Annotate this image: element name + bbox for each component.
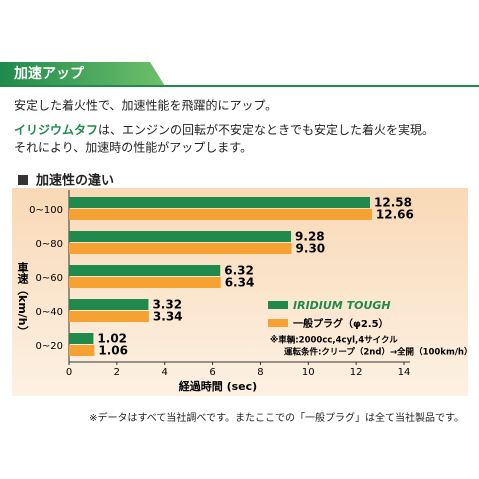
value-label: 9.28 [295, 230, 325, 244]
x-tick-label: 0 [66, 367, 72, 378]
bar [69, 243, 292, 254]
bar [69, 345, 95, 356]
value-label: 3.32 [152, 298, 182, 312]
x-axis-label: 経過時間 (sec) [179, 379, 257, 393]
bar [69, 231, 292, 242]
bar [69, 333, 94, 344]
x-tick-label: 12 [350, 367, 363, 378]
value-label: 12.58 [374, 196, 412, 210]
value-label: 3.34 [153, 310, 183, 324]
bar [69, 299, 149, 310]
value-label: 6.34 [225, 276, 255, 290]
bar [69, 197, 371, 208]
bar [69, 265, 221, 276]
chart-note: ※車輌:2000cc,4cyl,4サイクル [270, 335, 398, 346]
x-tick-label: 14 [398, 367, 411, 378]
y-tick-label: 0~100 [29, 205, 63, 216]
lead: 安定した着火性で、加速性能を飛躍的にアップ。 [14, 98, 277, 113]
value-label: 12.66 [376, 208, 414, 222]
value-label: 6.32 [224, 264, 254, 278]
header-title: 加速アップ [13, 65, 85, 82]
value-label: 1.06 [98, 344, 128, 358]
footnote: ※データはすべて当社調べです。またここでの「一般プラグ」は全て当社製品です。 [89, 411, 464, 424]
section-title: 加速性の違い [35, 173, 114, 189]
bar [69, 311, 149, 322]
chart-note: 運転条件:クリープ（2nd）→全開（100km/h） [284, 347, 472, 358]
header-band [0, 62, 165, 86]
y-tick-label: 0~60 [36, 273, 63, 284]
value-label: 1.02 [97, 332, 127, 346]
bar [69, 277, 221, 288]
x-tick-label: 6 [209, 367, 215, 378]
intro-line: イリジウムタフは、エンジンの回転が不安定なときでも安定した着火を実現。 [14, 122, 434, 137]
legend-swatch [268, 301, 288, 309]
value-label: 9.30 [296, 242, 326, 256]
intro-line: それにより、加速時の性能がアップします。 [14, 140, 252, 155]
y-tick-label: 0~20 [36, 341, 63, 352]
bar [69, 209, 372, 220]
legend-swatch [268, 319, 288, 327]
legend-label: 一般プラグ（φ2.5） [293, 317, 389, 330]
legend-label: IRIDIUM TOUGH [293, 299, 391, 312]
section-bullet [18, 175, 28, 185]
chart-bg [12, 188, 468, 396]
x-tick-label: 2 [114, 367, 120, 378]
x-tick-label: 4 [162, 367, 168, 378]
y-tick-label: 0~80 [36, 239, 63, 250]
brand: イリジウムタフ [14, 123, 98, 137]
x-tick-label: 8 [257, 367, 263, 378]
x-tick-label: 10 [302, 367, 315, 378]
intro-text: は、エンジンの回転が不安定なときでも安定した着火を実現。 [98, 122, 434, 137]
y-tick-label: 0~40 [36, 307, 63, 318]
y-axis-label: 車速（km/h） [16, 261, 30, 337]
